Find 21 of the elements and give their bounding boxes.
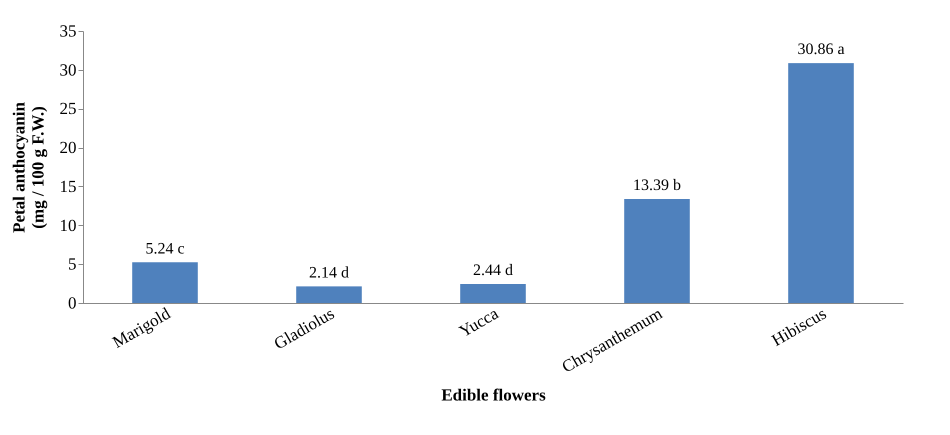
bar — [460, 284, 526, 303]
x-tick-label: Yucca — [456, 304, 502, 341]
y-tick-label: 10 — [60, 216, 76, 235]
y-tick-label: 0 — [68, 294, 76, 312]
bar — [296, 286, 362, 303]
y-tick-label: 30 — [60, 60, 76, 80]
bar — [788, 63, 854, 303]
data-label: 2.14 d — [309, 264, 349, 282]
bar — [624, 198, 690, 303]
y-tick-label: 15 — [60, 176, 76, 196]
y-tick-label: 20 — [60, 138, 76, 158]
data-label: 5.24 c — [145, 240, 185, 258]
bar — [132, 262, 198, 303]
y-tick-label: 5 — [68, 254, 76, 274]
data-label: 13.39 b — [633, 176, 681, 194]
data-label: 2.44 d — [473, 262, 513, 280]
y-tick-label: 35 — [60, 22, 76, 40]
y-tick-label: 25 — [60, 99, 76, 118]
data-label: 30.86 a — [797, 41, 845, 58]
x-axis-title: Edible flowers — [441, 386, 546, 405]
y-axis-title: Petal anthocyanin (mg / 100 g F.W.) — [10, 102, 48, 233]
